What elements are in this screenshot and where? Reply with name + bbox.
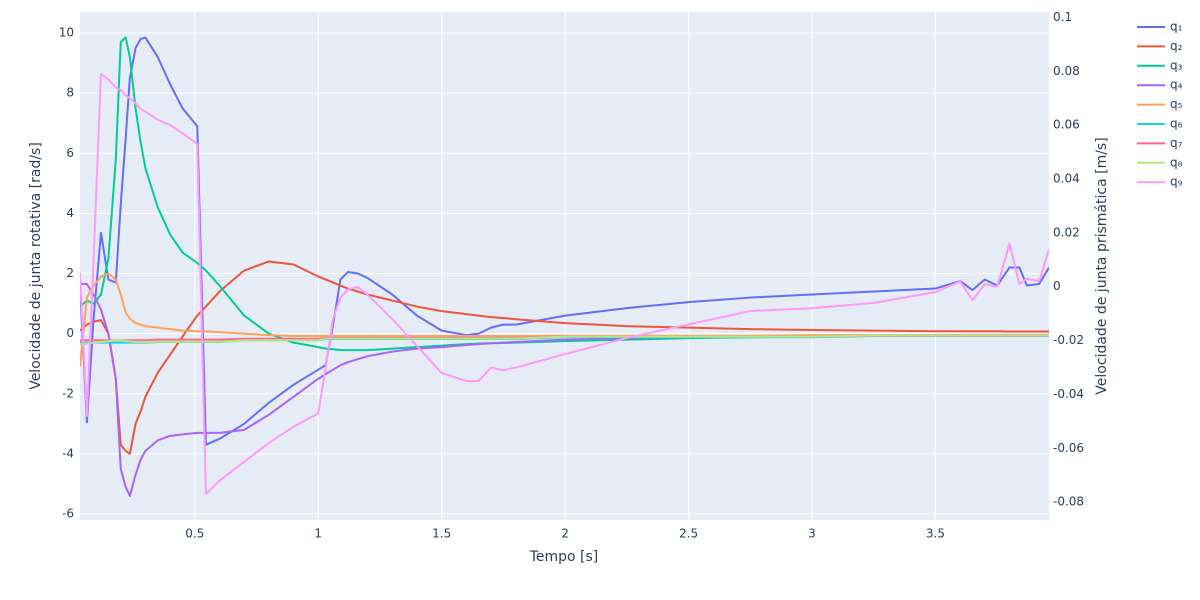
- lines: [80, 36, 1049, 497]
- x-axis-title: Tempo [s]: [529, 549, 599, 565]
- y2-tick-label: 0.06: [1053, 118, 1080, 132]
- x-tick-label: 3.5: [926, 527, 945, 541]
- y-tick-label: -4: [62, 446, 74, 460]
- legend-label: q₁: [1170, 20, 1183, 34]
- y-tick-label: -2: [62, 386, 74, 400]
- labels: 0.5 1 1.5 2 2.5 3 3.5 -6 -4 -2 0 2 4 6 8 10 -0.08 -0.06 -0…: [59, 10, 1084, 541]
- series-line: [80, 36, 1049, 446]
- y-tick-label: 0: [66, 326, 74, 340]
- y-tick-label: -6: [62, 506, 74, 520]
- y2-tick-label: 0: [1053, 279, 1061, 293]
- legend-label: q₃: [1170, 58, 1183, 72]
- legend-label: q₉: [1170, 175, 1183, 189]
- x-tick-label: 1: [314, 527, 322, 541]
- y2-tick-label: -0.04: [1053, 387, 1084, 401]
- y-tick-label: 4: [66, 206, 74, 220]
- y2-tick-label: 0.08: [1053, 64, 1080, 78]
- y-tick-label: 6: [66, 146, 74, 160]
- series-line: [80, 334, 1049, 346]
- y2-tick-label: -0.06: [1053, 441, 1084, 455]
- legend-label: q₄: [1170, 78, 1183, 92]
- plot-background: [80, 12, 1049, 520]
- x-tick-label: 0.5: [185, 527, 204, 541]
- y-tick-label: 10: [59, 26, 74, 40]
- y2-tick-label: 0.1: [1053, 10, 1072, 24]
- x-tick-label: 2.5: [679, 527, 698, 541]
- x-tick-label: 1.5: [432, 527, 451, 541]
- y2-tick-label: 0.02: [1053, 225, 1080, 239]
- legend-label: q₅: [1170, 97, 1183, 111]
- y2-axis-title: Velocidade de junta prismática [m/s]: [1094, 137, 1110, 394]
- series-line: [80, 72, 1049, 496]
- legend-label: q₈: [1170, 155, 1183, 169]
- y-axis-title: Velocidade de junta rotativa [rad/s]: [28, 142, 44, 390]
- y-tick-label: 2: [66, 266, 74, 280]
- y-tick-label: 8: [66, 86, 74, 100]
- x-tick-label: 2: [561, 527, 569, 541]
- x-tick-label: 3: [808, 527, 816, 541]
- series-line: [80, 260, 1049, 455]
- legend-label: q₇: [1170, 136, 1183, 150]
- legend: q₁ q₂ q₃ q₄ q₅ q₆ q₇ q₈ q₉: [1137, 20, 1183, 189]
- legend-label: q₂: [1170, 39, 1183, 53]
- y2-tick-label: -0.02: [1053, 333, 1084, 347]
- y2-tick-label: -0.08: [1053, 495, 1084, 509]
- y2-tick-label: 0.04: [1053, 171, 1080, 185]
- legend-label: q₆: [1170, 117, 1183, 131]
